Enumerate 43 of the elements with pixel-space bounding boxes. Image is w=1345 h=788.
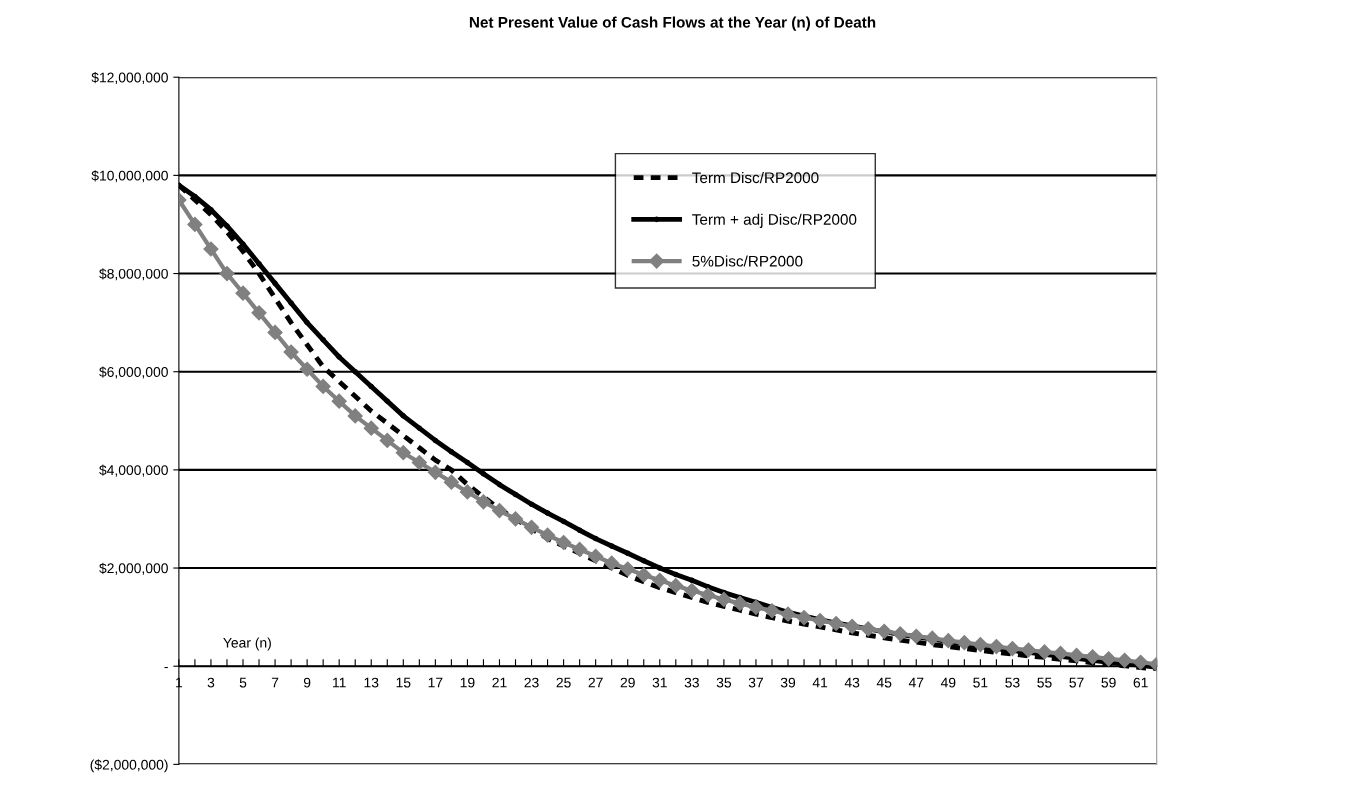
- x-tick-label: 49: [940, 677, 956, 688]
- x-tick-label: 21: [492, 677, 507, 688]
- x-tick-label: 47: [908, 677, 924, 688]
- x-tick-label: 59: [1101, 677, 1116, 688]
- x-tick-label: 15: [396, 677, 411, 688]
- x-tick-label: 51: [973, 677, 988, 688]
- y-tick-label: -: [164, 667, 168, 669]
- y-tick-label: $10,000,000: [91, 170, 168, 183]
- legend-label: 5%Disc/RP2000: [692, 255, 803, 267]
- x-tick-label: 11: [333, 677, 346, 688]
- y-tick-label: $2,000,000: [99, 562, 168, 575]
- x-tick-label: 9: [303, 677, 311, 688]
- x-tick-label: 17: [428, 677, 443, 688]
- x-axis-title: Year (n): [223, 637, 271, 651]
- y-tick-label: $6,000,000: [99, 366, 168, 379]
- chart-title: Net Present Value of Cash Flows at the Year (n) of Death: [469, 16, 876, 31]
- x-tick-label: 23: [524, 677, 539, 688]
- x-tick-label: 25: [556, 677, 571, 688]
- y-tick-label: $12,000,000: [91, 71, 168, 85]
- x-tick-label: 19: [460, 677, 475, 688]
- x-tick-label: 45: [876, 677, 892, 688]
- x-tick-label: 13: [364, 677, 379, 688]
- x-tick-label: 57: [1069, 677, 1084, 688]
- x-tick-label: 31: [652, 677, 667, 688]
- y-tick-label: $4,000,000: [99, 464, 168, 477]
- x-tick-label: 41: [812, 677, 828, 688]
- x-tick-label: 7: [271, 677, 279, 688]
- x-tick-label: 61: [1133, 677, 1148, 688]
- legend-label: Term + adj Disc/RP2000: [692, 213, 857, 228]
- x-tick-label: 35: [716, 677, 732, 688]
- x-tick-label: 37: [748, 677, 763, 688]
- y-tick-label: ($2,000,000): [90, 759, 168, 773]
- x-tick-label: 5: [239, 677, 247, 688]
- x-tick-label: 33: [684, 677, 699, 688]
- x-tick-label: 53: [1005, 677, 1020, 688]
- x-tick-label: 43: [844, 677, 860, 688]
- x-tick-label: 3: [207, 677, 215, 688]
- legend-label: Term Disc/RP2000: [692, 171, 819, 184]
- x-tick-label: 39: [780, 677, 796, 688]
- y-tick-label: $8,000,000: [99, 268, 168, 281]
- x-tick-label: 27: [588, 677, 603, 688]
- x-tick-label: 29: [620, 677, 635, 688]
- x-tick-label: 55: [1037, 677, 1052, 688]
